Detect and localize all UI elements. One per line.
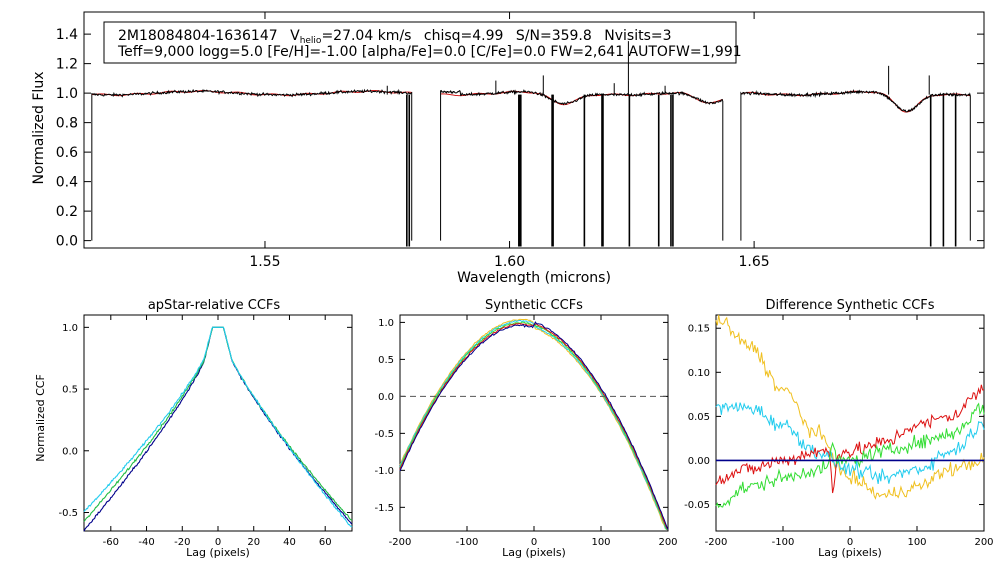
- synthetic-xtick-label: -200: [389, 537, 412, 548]
- spectrum-xtick-label: 1.55: [249, 254, 280, 270]
- spectrum-ytick-label: 0.4: [56, 175, 78, 191]
- difference-xlabel: Lag (pixels): [818, 546, 882, 559]
- spectrum-ytick-label: 0.6: [56, 145, 78, 161]
- difference-xtick-label: -200: [705, 537, 728, 548]
- difference-ytick-label: 0.00: [688, 456, 710, 467]
- apstar-xtick-label: 0: [215, 537, 221, 548]
- difference-xtick-label: -100: [772, 537, 795, 548]
- synthetic-xtick-label: 0: [531, 537, 537, 548]
- apstar-xtick-label: -60: [103, 537, 119, 548]
- difference-xtick-label: 200: [974, 537, 993, 548]
- synthetic-ccf-series-s2: [399, 319, 668, 531]
- difference-ytick-label: 0.10: [688, 368, 710, 379]
- apstar-ytick-label: 1.0: [62, 323, 78, 334]
- apstar-xlabel: Lag (pixels): [186, 546, 250, 559]
- synthetic-frame: [399, 314, 669, 532]
- spectrum-ytick-label: 1.4: [56, 27, 78, 43]
- spectrum-ytick-label: 0.8: [56, 116, 78, 132]
- synthetic-ccf-series-s5: [399, 321, 669, 530]
- spectrum-xlabel: Wavelength (microns): [457, 270, 611, 286]
- synthetic-ytick-label: 0.5: [378, 355, 394, 366]
- difference-ytick-label: 0.15: [688, 324, 710, 335]
- info-chisq: chisq=4.99: [424, 28, 504, 44]
- synthetic-ytick-label: -1.0: [374, 466, 394, 477]
- synthetic-ytick-label: -0.5: [374, 429, 394, 440]
- spectrum-observed-chip-2: [440, 89, 724, 241]
- spectrum-xtick-label: 1.60: [494, 254, 525, 270]
- apstar-ccf-series-visit-3: [83, 326, 353, 528]
- spectrum-observed-chip-3: [740, 88, 971, 241]
- synthetic-ccf-series-s1: [399, 318, 668, 531]
- apstar-ccf-series-visit-2: [83, 326, 353, 522]
- spectrum-observed-chip-1: [91, 88, 413, 241]
- difference-frame: [715, 314, 985, 532]
- synthetic-ytick-label: 0.0: [378, 392, 394, 403]
- info-line2: Teff=9,000 logg=5.0 [Fe/H]=-1.00 [alpha/…: [117, 44, 742, 60]
- difference-ccf-series-orange: [715, 314, 985, 500]
- info-snr: S/N=359.8: [516, 28, 592, 44]
- spectrum-ylabel: Normalized Flux: [31, 72, 47, 185]
- info-vhelio-sub: helio: [300, 36, 322, 46]
- info-vhelio-label: V: [290, 28, 300, 44]
- difference-ytick-label: -0.05: [684, 500, 710, 511]
- spectrum-ytick-label: 0.0: [56, 234, 78, 250]
- synthetic-ytick-label: 1.0: [378, 318, 394, 329]
- synthetic-ccf-series-s3: [399, 321, 669, 531]
- spectrum-xtick-label: 1.65: [739, 254, 770, 270]
- chart-marks: 1.55 1.60 1.65 0.0 0.2 0.4 0.6 0.8 1.0 1.2 1.4 -60 -…: [56, 11, 994, 548]
- info-star-id: 2M18084804-1636147: [118, 28, 278, 44]
- difference-ccf-series-red: [715, 384, 985, 494]
- spectrum-ytick-label: 1.2: [56, 57, 78, 73]
- difference-xtick-label: 0: [847, 537, 853, 548]
- apstar-xtick-label: 60: [319, 537, 332, 548]
- info-line1: 2M18084804-1636147 Vhelio=27.04 km/s chi…: [118, 28, 672, 46]
- apstar-xtick-label: -40: [138, 537, 154, 548]
- apstar-xtick-label: -20: [174, 537, 190, 548]
- spectrum-ytick-label: 1.0: [56, 86, 78, 102]
- synthetic-ytick-label: -1.5: [374, 503, 394, 514]
- apstar-ytick-label: 0.5: [62, 385, 78, 396]
- synthetic-xlabel: Lag (pixels): [502, 546, 566, 559]
- info-nvisits: Nvisits=3: [604, 28, 671, 44]
- info-vhelio-value: =27.04 km/s: [321, 28, 411, 44]
- apstar-xtick-label: 40: [283, 537, 296, 548]
- difference-ccf-series-cyan: [715, 402, 985, 485]
- apstar-ytick-label: 0.0: [62, 446, 78, 457]
- synthetic-xtick-label: 200: [658, 537, 677, 548]
- synthetic-xtick-label: 100: [591, 537, 610, 548]
- difference-title: Difference Synthetic CCFs: [765, 298, 934, 313]
- apstar-ccf-series-visit-1: [83, 326, 353, 532]
- spectrum-frame: [83, 11, 985, 249]
- apstar-ytick-label: -0.5: [58, 508, 78, 519]
- spectrum-model-chip-2: [440, 90, 723, 106]
- synthetic-ccf-series-s4: [399, 322, 669, 530]
- difference-xtick-label: 100: [907, 537, 926, 548]
- apstar-title: apStar-relative CCFs: [148, 298, 281, 313]
- info-box: [103, 21, 737, 64]
- apstar-frame: [83, 314, 353, 532]
- apstar-ylabel: Normalized CCF: [34, 374, 47, 462]
- spectrum-ytick-label: 0.2: [56, 204, 78, 220]
- difference-ytick-label: 0.05: [688, 412, 710, 423]
- synthetic-title: Synthetic CCFs: [485, 298, 583, 313]
- apstar-xtick-label: 20: [247, 537, 260, 548]
- synthetic-xtick-label: -100: [456, 537, 479, 548]
